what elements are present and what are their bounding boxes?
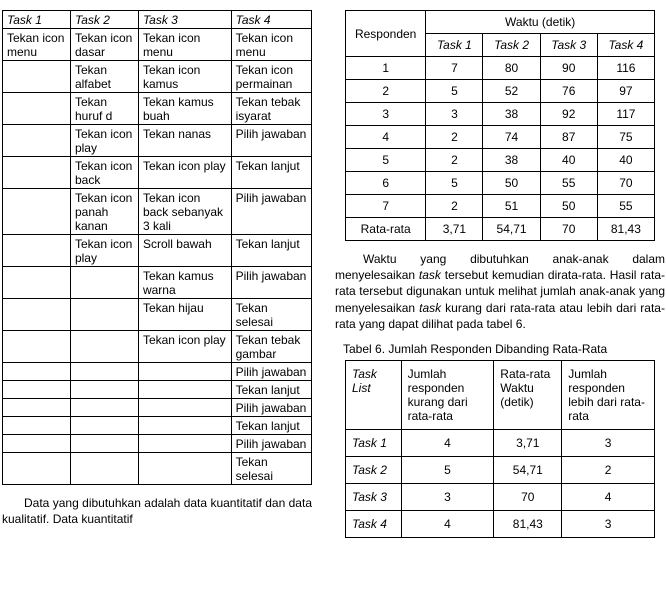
table5-caption-cut (343, 0, 665, 6)
table6-header-row: Task List Jumlah responden kurang dari r… (346, 360, 655, 429)
table5-header-row1: Responden Waktu (detik) (346, 11, 655, 34)
table-row: Pilih jawaban (3, 363, 312, 381)
table-row: Task 3 3 70 4 (346, 483, 655, 510)
table-row: 5 2 38 40 40 (346, 149, 655, 172)
table5-waktu-header: Waktu (detik) (426, 11, 655, 34)
table-row: Tekan icon play Scroll bawah Tekan lanju… (3, 235, 312, 267)
table-row: 6 5 50 55 70 (346, 172, 655, 195)
table-row: Tekan selesai (3, 453, 312, 485)
left-column: Task 1 Task 2 Task 3 Task 4 Tekan icon m… (2, 0, 312, 527)
right-column: Responden Waktu (detik) Task 1 Task 2 Ta… (335, 0, 665, 538)
table4-header-row: Task 1 Task 2 Task 3 Task 4 (3, 11, 312, 29)
table-row: 1 7 80 90 116 (346, 57, 655, 80)
table6-header: Jumlah responden lebih dari rata-rata (562, 360, 655, 429)
table-row: Task 2 5 54,71 2 (346, 456, 655, 483)
table6-header: Rata-rata Waktu (detik) (494, 360, 562, 429)
table-row: Pilih jawaban (3, 399, 312, 417)
table-row: Pilih jawaban (3, 435, 312, 453)
table6-caption: Tabel 6. Jumlah Responden Dibanding Rata… (343, 342, 665, 356)
table-row: Task 1 4 3,71 3 (346, 429, 655, 456)
table4-caption-cut (10, 0, 312, 6)
table4-header: Task 3 (138, 11, 231, 29)
left-paragraph: Data yang dibutuhkan adalah data kuantit… (2, 495, 312, 527)
table-row: Tekan icon play Tekan tebak gambar (3, 331, 312, 363)
table6-header: Task List (346, 360, 402, 429)
table-row: Tekan kamus warna Pilih jawaban (3, 267, 312, 299)
table4-header: Task 1 (3, 11, 71, 29)
table-row: Tekan icon play Tekan nanas Pilih jawaba… (3, 125, 312, 157)
table5-responden-header: Responden (346, 11, 426, 57)
table4: Task 1 Task 2 Task 3 Task 4 Tekan icon m… (2, 10, 312, 485)
table-row: Tekan icon panah kanan Tekan icon back s… (3, 189, 312, 235)
table-row: 2 5 52 76 97 (346, 80, 655, 103)
table4-header: Task 2 (70, 11, 138, 29)
table-row: 4 2 74 87 75 (346, 126, 655, 149)
table-row: Tekan hijau Tekan selesai (3, 299, 312, 331)
table-row: Tekan icon back Tekan icon play Tekan la… (3, 157, 312, 189)
table-row: 3 3 38 92 117 (346, 103, 655, 126)
table-row: 7 2 51 50 55 (346, 195, 655, 218)
table-row: Task 4 4 81,43 3 (346, 510, 655, 537)
table-row: Tekan lanjut (3, 417, 312, 435)
table4-header: Task 4 (231, 11, 311, 29)
table-row: Tekan alfabet Tekan icon kamus Tekan ico… (3, 61, 312, 93)
table-row: Tekan lanjut (3, 381, 312, 399)
table5: Responden Waktu (detik) Task 1 Task 2 Ta… (345, 10, 655, 241)
table-row: Tekan huruf d Tekan kamus buah Tekan teb… (3, 93, 312, 125)
table-row: Tekan icon menu Tekan icon dasar Tekan i… (3, 29, 312, 61)
table-row: Rata-rata 3,71 54,71 70 81,43 (346, 218, 655, 241)
page: Task 1 Task 2 Task 3 Task 4 Tekan icon m… (0, 0, 666, 607)
table6: Task List Jumlah responden kurang dari r… (345, 360, 655, 538)
right-paragraph: Waktu yang dibutuhkan anak-anak dalam me… (335, 251, 665, 332)
table6-header: Jumlah responden kurang dari rata-rata (401, 360, 494, 429)
